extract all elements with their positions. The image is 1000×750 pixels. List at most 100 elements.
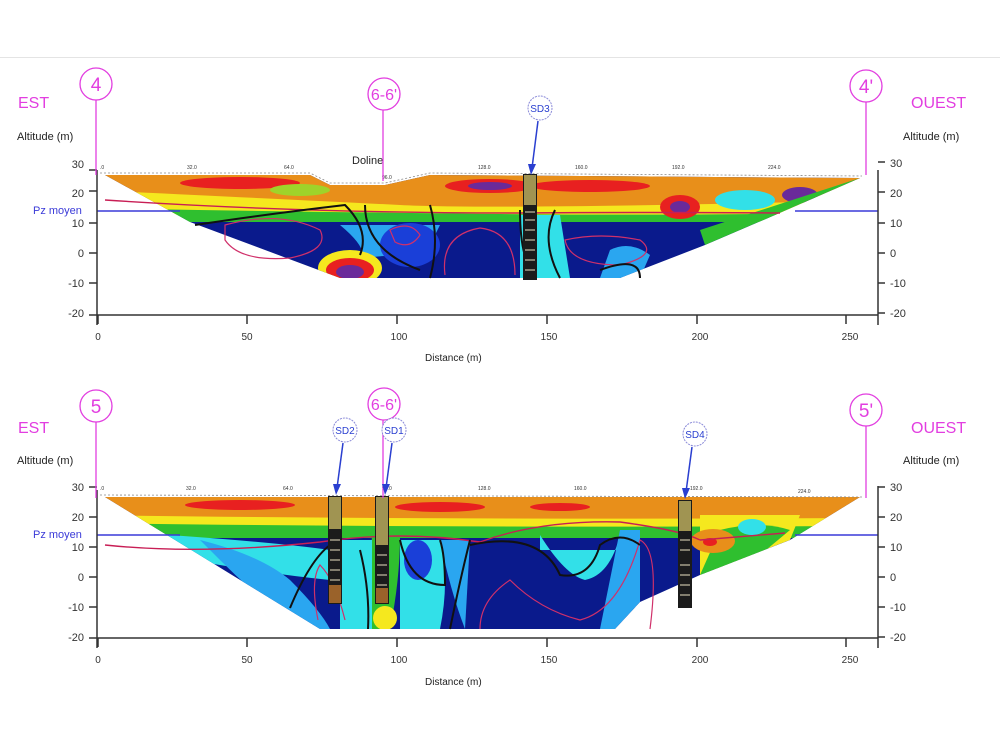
electrode-labels: .0 32.0 64.0 96.0 128.0 160.0 192.0 224.0 xyxy=(100,165,781,181)
svg-text:32.0: 32.0 xyxy=(186,486,196,492)
svg-text:250: 250 xyxy=(842,655,859,666)
west-label: OUEST xyxy=(911,95,967,112)
east-label: EST xyxy=(18,420,50,437)
svg-text:224.0: 224.0 xyxy=(768,165,781,171)
svg-text:100: 100 xyxy=(391,332,408,343)
svg-text:192.0: 192.0 xyxy=(672,165,685,171)
x-axis-title: Distance (m) xyxy=(425,677,482,688)
svg-text:-10: -10 xyxy=(68,278,84,290)
svg-text:4: 4 xyxy=(91,75,102,96)
x-tick-labels: 0 50 100 150 200 250 xyxy=(95,332,859,343)
svg-text:SD2: SD2 xyxy=(335,426,355,437)
svg-text:10: 10 xyxy=(890,218,902,230)
top-bar xyxy=(0,0,1000,58)
y-tick-labels-right: 30 20 10 0 -10 -20 xyxy=(890,158,906,320)
altitude-axis-label-left: Altitude (m) xyxy=(17,131,74,143)
svg-text:6-6': 6-6' xyxy=(371,397,397,414)
svg-text:-10: -10 xyxy=(890,278,906,290)
east-label: EST xyxy=(18,95,50,112)
svg-text:160.0: 160.0 xyxy=(574,486,587,492)
y-tick-labels-left: 30 20 10 0 -10 -20 xyxy=(68,482,84,644)
svg-text:.0: .0 xyxy=(100,165,104,171)
profile-panel-5: EST OUEST Altitude (m) Altitude (m) Pz m… xyxy=(0,380,1000,750)
water-level-label: Pz moyen xyxy=(33,529,82,541)
svg-text:224.0: 224.0 xyxy=(798,489,811,495)
svg-text:30: 30 xyxy=(890,482,902,494)
svg-text:-20: -20 xyxy=(68,308,84,320)
svg-text:250: 250 xyxy=(842,332,859,343)
svg-text:10: 10 xyxy=(890,542,902,554)
y-tick-labels-right: 30 20 10 0 -10 -20 xyxy=(890,482,906,644)
svg-text:160.0: 160.0 xyxy=(575,165,588,171)
svg-text:.0: .0 xyxy=(100,486,104,492)
svg-text:-10: -10 xyxy=(890,602,906,614)
svg-text:20: 20 xyxy=(72,188,84,200)
borehole-marker-sd3: SD3 xyxy=(527,95,553,175)
svg-text:10: 10 xyxy=(72,542,84,554)
svg-text:128.0: 128.0 xyxy=(478,486,491,492)
svg-text:50: 50 xyxy=(241,332,253,343)
svg-text:SD1: SD1 xyxy=(384,426,404,437)
svg-text:6-6': 6-6' xyxy=(371,87,397,104)
svg-text:20: 20 xyxy=(890,188,902,200)
svg-text:128.0: 128.0 xyxy=(478,165,491,171)
svg-text:50: 50 xyxy=(241,655,253,666)
marker-5: 5 xyxy=(79,389,113,498)
svg-text:64.0: 64.0 xyxy=(283,486,293,492)
marker-4-prime: 4' xyxy=(849,69,883,175)
svg-text:-20: -20 xyxy=(890,632,906,644)
altitude-axis-label-right: Altitude (m) xyxy=(903,131,960,143)
altitude-axis-label-right: Altitude (m) xyxy=(903,455,960,467)
svg-text:-10: -10 xyxy=(68,602,84,614)
svg-text:-20: -20 xyxy=(890,308,906,320)
water-level-label: Pz moyen xyxy=(33,205,82,217)
svg-text:30: 30 xyxy=(72,159,84,171)
svg-text:0: 0 xyxy=(78,248,84,260)
borehole-marker-sd1: SD1 xyxy=(381,417,407,495)
svg-text:0: 0 xyxy=(95,655,101,666)
borehole-log-sd2 xyxy=(328,496,342,604)
svg-text:150: 150 xyxy=(541,332,558,343)
svg-text:64.0: 64.0 xyxy=(284,165,294,171)
svg-text:200: 200 xyxy=(692,332,709,343)
svg-text:200: 200 xyxy=(692,655,709,666)
svg-text:192.0: 192.0 xyxy=(690,486,703,492)
svg-text:0: 0 xyxy=(78,572,84,584)
marker-5-prime: 5' xyxy=(849,393,883,498)
svg-text:30: 30 xyxy=(890,158,902,170)
svg-text:SD4: SD4 xyxy=(685,430,705,441)
marker-6-6-crossing: 6-6' xyxy=(367,77,401,181)
x-axis-title: Distance (m) xyxy=(425,353,482,364)
svg-text:4': 4' xyxy=(859,77,873,98)
y-tick-labels-left: 30 20 10 0 -10 -20 xyxy=(68,159,84,320)
svg-text:0: 0 xyxy=(95,332,101,343)
west-label: OUEST xyxy=(911,420,967,437)
svg-text:10: 10 xyxy=(72,218,84,230)
svg-text:32.0: 32.0 xyxy=(187,165,197,171)
svg-text:150: 150 xyxy=(541,655,558,666)
svg-text:20: 20 xyxy=(72,512,84,524)
marker-4: 4 xyxy=(79,67,113,175)
borehole-log-sd1 xyxy=(375,496,389,604)
profile-panel-4: EST OUEST Altitude (m) Altitude (m) Pz m… xyxy=(17,67,967,364)
svg-text:20: 20 xyxy=(890,512,902,524)
borehole-log-sd4 xyxy=(678,500,692,608)
doline-label: Doline xyxy=(352,155,384,167)
borehole-marker-sd2: SD2 xyxy=(332,417,358,495)
svg-text:5: 5 xyxy=(91,397,102,418)
borehole-marker-sd4: SD4 xyxy=(682,421,708,499)
svg-text:-20: -20 xyxy=(68,632,84,644)
svg-text:0: 0 xyxy=(890,572,896,584)
x-tick-labels: 0 50 100 150 200 250 xyxy=(95,655,859,666)
altitude-axis-label-left: Altitude (m) xyxy=(17,455,74,467)
svg-text:96.0: 96.0 xyxy=(382,175,392,181)
svg-text:30: 30 xyxy=(72,482,84,494)
svg-text:0: 0 xyxy=(890,248,896,260)
svg-text:SD3: SD3 xyxy=(530,104,550,115)
marker-6-6-crossing: 6-6' xyxy=(367,387,401,498)
svg-text:5': 5' xyxy=(859,401,873,422)
svg-text:100: 100 xyxy=(391,655,408,666)
